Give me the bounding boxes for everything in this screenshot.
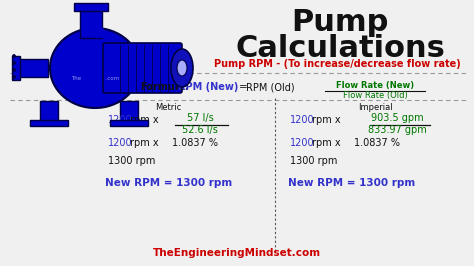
Text: rpm x: rpm x [312, 115, 341, 125]
Text: 903.5 gpm: 903.5 gpm [371, 113, 423, 123]
Ellipse shape [50, 28, 140, 108]
Text: Metric: Metric [155, 103, 181, 112]
Text: The              .com: The .com [71, 76, 119, 81]
Text: RPM (New): RPM (New) [178, 82, 238, 92]
Text: rpm x: rpm x [130, 115, 159, 125]
Text: New RPM = 1300 rpm: New RPM = 1300 rpm [288, 178, 415, 188]
FancyBboxPatch shape [103, 43, 182, 93]
Text: New RPM = 1300 rpm: New RPM = 1300 rpm [105, 178, 232, 188]
Text: RPM (Old): RPM (Old) [246, 82, 294, 92]
Text: rpm x: rpm x [312, 138, 341, 148]
Text: 1200: 1200 [108, 115, 133, 125]
Ellipse shape [12, 69, 16, 72]
Ellipse shape [12, 76, 16, 78]
Text: 833.97 gpm: 833.97 gpm [368, 125, 427, 135]
Text: 1300 rpm: 1300 rpm [290, 156, 337, 166]
Bar [80, 8, 102, 38]
Ellipse shape [12, 61, 16, 64]
Text: 1300 rpm: 1300 rpm [108, 156, 155, 166]
Text: Calculations: Calculations [235, 34, 445, 63]
Bar [110, 120, 148, 126]
Bar [40, 101, 58, 123]
Text: 57 l/s: 57 l/s [187, 113, 213, 123]
Text: 1.0837 %: 1.0837 % [354, 138, 400, 148]
Text: Pump: Pump [292, 8, 389, 37]
Text: 1.0837 %: 1.0837 % [172, 138, 218, 148]
Text: 1200: 1200 [290, 115, 315, 125]
Bar [120, 101, 138, 123]
Bar [30, 120, 68, 126]
Text: Flow Rate (New): Flow Rate (New) [336, 81, 414, 90]
Bar [12, 56, 20, 80]
Bar [74, 3, 108, 11]
Text: TheEngineeringMindset.com: TheEngineeringMindset.com [153, 248, 321, 258]
Text: 1200: 1200 [290, 138, 315, 148]
Bar [18, 59, 48, 77]
Text: =: = [238, 82, 247, 92]
Text: Formula:: Formula: [140, 82, 189, 92]
Ellipse shape [12, 55, 16, 57]
Text: rpm x: rpm x [130, 138, 159, 148]
Ellipse shape [171, 49, 193, 87]
Text: Flow Rate (Old): Flow Rate (Old) [343, 91, 407, 100]
Ellipse shape [177, 60, 187, 76]
Text: 1200: 1200 [108, 138, 133, 148]
Text: 52.6 l/s: 52.6 l/s [182, 125, 218, 135]
Text: Pump RPM - (To increase/decrease flow rate): Pump RPM - (To increase/decrease flow ra… [214, 59, 460, 69]
Text: Imperial: Imperial [358, 103, 392, 112]
